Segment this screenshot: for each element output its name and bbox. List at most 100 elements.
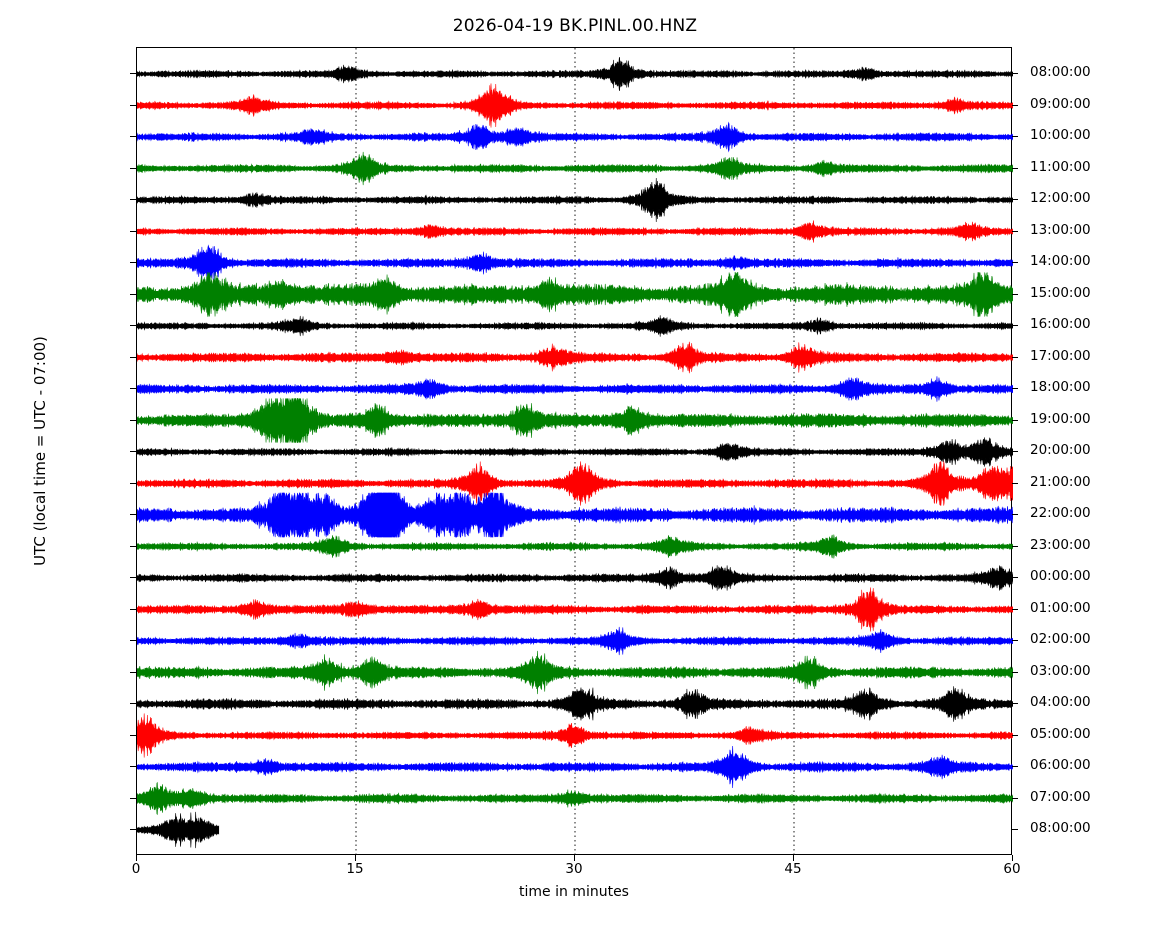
y-tick-mark-right — [1012, 167, 1018, 169]
y-tick-mark-left — [130, 797, 136, 799]
y-tick-label-right: 02:00:00 — [1030, 631, 1091, 647]
y-tick-label-right: 16:00:00 — [1030, 316, 1091, 332]
trace-row — [137, 461, 1013, 506]
x-tick-mark — [355, 855, 356, 861]
y-tick-mark-left — [130, 104, 136, 106]
trace-row — [137, 271, 1013, 318]
y-tick-label-right: 10:00:00 — [1030, 127, 1091, 143]
trace-row — [137, 315, 1013, 337]
x-tick-mark — [574, 855, 575, 861]
y-tick-mark-left — [130, 671, 136, 673]
y-tick-mark-left — [130, 829, 136, 830]
trace-row — [137, 686, 1013, 722]
x-tick-label: 15 — [346, 861, 364, 877]
y-tick-label-right: 13:00:00 — [1030, 221, 1091, 238]
y-tick-label-right: 08:00:00 — [1030, 820, 1091, 836]
y-tick-label-right: 14:00:00 — [1030, 253, 1091, 269]
y-tick-mark-right — [1012, 262, 1018, 263]
trace-row — [137, 491, 1013, 539]
y-tick-mark-right — [1012, 388, 1018, 389]
y-tick-label-right: 04:00:00 — [1030, 694, 1091, 710]
trace-row — [137, 177, 1013, 223]
trace-row — [137, 781, 1013, 816]
trace-row — [137, 397, 1013, 444]
y-tick-mark-right — [1012, 199, 1018, 200]
y-tick-mark-left — [130, 451, 136, 452]
y-tick-mark-right — [1012, 829, 1018, 830]
y-tick-mark-right — [1012, 514, 1018, 515]
y-tick-mark-right — [1012, 545, 1018, 547]
y-tick-mark-right — [1012, 797, 1018, 799]
x-tick-label: 60 — [1003, 861, 1021, 877]
trace-row — [137, 587, 1013, 632]
trace-row — [137, 811, 220, 849]
y-tick-mark-right — [1012, 325, 1018, 326]
trace-row — [137, 626, 1013, 656]
trace-row — [137, 244, 1013, 282]
y-tick-mark-left — [130, 640, 136, 641]
x-tick-label: 45 — [784, 861, 802, 877]
y-tick-label-right: 19:00:00 — [1030, 410, 1091, 427]
x-axis-label: time in minutes — [519, 884, 629, 900]
y-tick-mark-right — [1012, 577, 1018, 578]
y-tick-mark-left — [130, 545, 136, 547]
y-tick-mark-left — [130, 230, 136, 232]
x-tick-mark — [1012, 855, 1013, 861]
trace-row — [137, 220, 1013, 243]
trace-row — [137, 650, 1013, 695]
y-tick-mark-right — [1012, 73, 1018, 74]
y-tick-mark-left — [130, 325, 136, 326]
y-tick-mark-left — [130, 356, 136, 358]
y-tick-label-right: 15:00:00 — [1030, 284, 1091, 301]
y-tick-mark-left — [130, 419, 136, 421]
y-tick-label-right: 01:00:00 — [1030, 599, 1091, 616]
y-tick-label-right: 20:00:00 — [1030, 442, 1091, 458]
y-tick-mark-left — [130, 577, 136, 578]
y-tick-label-right: 21:00:00 — [1030, 473, 1091, 490]
y-tick-mark-left — [130, 73, 136, 74]
y-tick-mark-left — [130, 293, 136, 295]
y-tick-label-right: 17:00:00 — [1030, 347, 1091, 364]
seismogram-traces — [137, 48, 1013, 856]
y-axis-label: UTC (local time = UTC - 07:00) — [31, 336, 49, 566]
y-tick-mark-right — [1012, 766, 1018, 767]
y-tick-mark-left — [130, 514, 136, 515]
y-tick-mark-left — [130, 608, 136, 610]
y-tick-mark-right — [1012, 640, 1018, 641]
y-tick-mark-right — [1012, 734, 1018, 736]
y-tick-label-right: 03:00:00 — [1030, 662, 1091, 679]
y-tick-label-right: 23:00:00 — [1030, 536, 1091, 553]
x-tick-label: 30 — [565, 861, 583, 877]
y-tick-mark-left — [130, 766, 136, 767]
y-tick-label-right: 08:00:00 — [1030, 64, 1091, 80]
trace-row — [137, 437, 1013, 467]
y-tick-mark-left — [130, 388, 136, 389]
y-tick-mark-left — [130, 167, 136, 169]
y-tick-label-right: 05:00:00 — [1030, 725, 1091, 742]
y-tick-label-right: 06:00:00 — [1030, 757, 1091, 773]
y-tick-mark-right — [1012, 136, 1018, 137]
y-tick-mark-right — [1012, 451, 1018, 452]
trace-row — [137, 83, 1013, 128]
trace-row — [137, 121, 1013, 153]
x-tick-label: 0 — [131, 861, 141, 877]
y-tick-mark-left — [130, 482, 136, 484]
y-tick-label-right: 18:00:00 — [1030, 379, 1091, 395]
y-tick-label-right: 07:00:00 — [1030, 788, 1091, 805]
y-tick-mark-right — [1012, 356, 1018, 358]
plot-area — [136, 47, 1013, 856]
y-tick-mark-right — [1012, 608, 1018, 610]
trace-row — [137, 565, 1013, 591]
x-tick-mark — [136, 855, 137, 861]
y-tick-mark-left — [130, 262, 136, 263]
y-tick-label-right: 09:00:00 — [1030, 95, 1091, 112]
y-tick-label-right: 11:00:00 — [1030, 158, 1091, 175]
y-tick-mark-right — [1012, 482, 1018, 484]
y-tick-mark-left — [130, 199, 136, 200]
y-tick-label-right: 00:00:00 — [1030, 568, 1091, 584]
trace-row — [137, 341, 1013, 374]
trace-row — [137, 376, 1013, 402]
y-tick-mark-right — [1012, 671, 1018, 673]
y-tick-mark-right — [1012, 703, 1018, 704]
